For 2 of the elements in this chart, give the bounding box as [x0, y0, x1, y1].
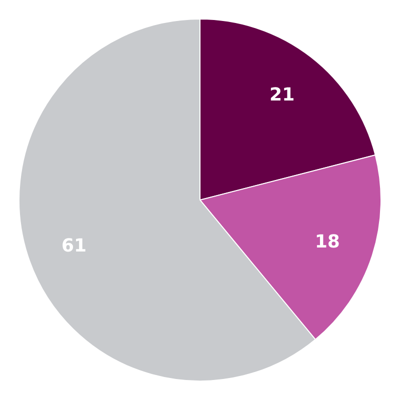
data-label: 21: [270, 84, 295, 106]
data-label: 18: [314, 232, 340, 253]
